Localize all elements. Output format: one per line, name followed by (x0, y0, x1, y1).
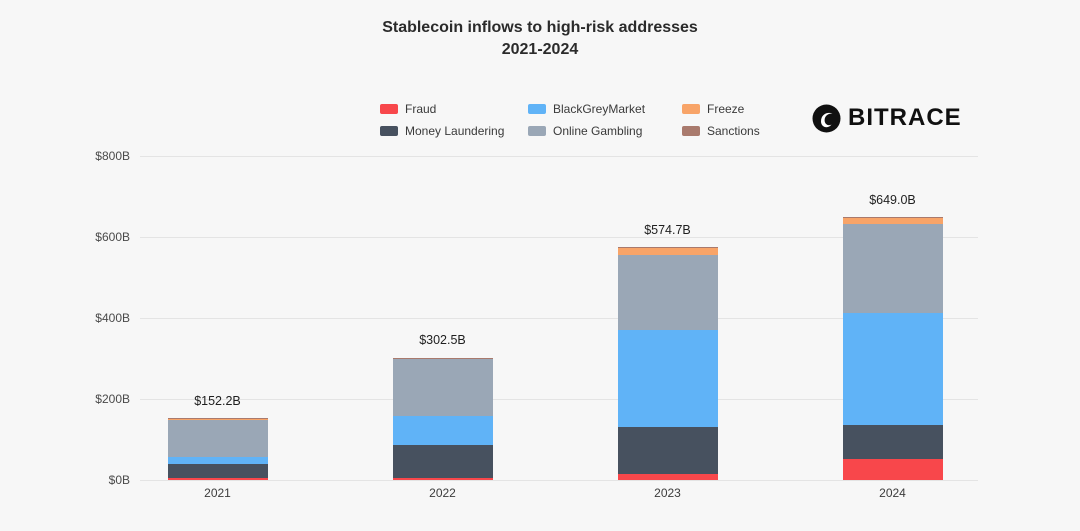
legend-label: Online Gambling (553, 124, 643, 138)
bitrace-logo: BITRACE (812, 103, 962, 133)
legend-item-blackgreymarket: BlackGreyMarket (528, 102, 682, 116)
legend-swatch (380, 126, 398, 136)
y-axis-tick-label: $600B (95, 230, 130, 244)
bar-segment-blackgreymarket (842, 313, 943, 425)
legend-label: Fraud (405, 102, 437, 116)
bitrace-logo-text: BITRACE (848, 104, 962, 131)
bar-total-label: $649.0B (869, 193, 916, 208)
chart-legend: Fraud Money Laundering BlackGreyMarket Onli… (380, 102, 760, 138)
legend-swatch (528, 104, 546, 114)
gridline (140, 480, 978, 481)
bar-segment-fraud (617, 473, 718, 480)
gridline (140, 318, 978, 319)
bar-segment-fraud (167, 478, 268, 480)
bar-segment-blackgreymarket (392, 415, 493, 445)
bar-segment-freeze (167, 418, 268, 420)
gridline (140, 156, 978, 157)
legend-item-freeze: Freeze (682, 102, 760, 116)
y-axis-tick-label: $800B (95, 149, 130, 163)
bar-segment-sanctions (842, 217, 943, 218)
bar-segment-freeze (842, 217, 943, 225)
x-axis-tick-label: 2021 (204, 486, 231, 500)
legend-item-sanctions: Sanctions (682, 124, 760, 138)
legend-swatch (380, 104, 398, 114)
gridline (140, 237, 978, 238)
legend-swatch (528, 126, 546, 136)
bar-segment-money-laundering (392, 444, 493, 478)
bar-segment-online-gambling (842, 224, 943, 314)
bar-segment-blackgreymarket (167, 456, 268, 465)
legend-swatch (682, 126, 700, 136)
y-axis-tick-label: $200B (95, 392, 130, 406)
legend-item-money-laundering: Money Laundering (380, 124, 528, 138)
x-axis-tick-label: 2023 (654, 486, 681, 500)
legend-label: BlackGreyMarket (553, 102, 646, 116)
gridline (140, 399, 978, 400)
bar-segment-online-gambling (167, 419, 268, 457)
legend-swatch (682, 104, 700, 114)
chart-title: Stablecoin inflows to high-risk addresse… (382, 19, 698, 36)
legend-label: Freeze (707, 102, 745, 116)
bar-2022 (392, 357, 493, 480)
bar-segment-fraud (392, 477, 493, 480)
bar-2024 (842, 217, 943, 480)
bar-total-label: $152.2B (194, 394, 241, 409)
y-axis-tick-label: $400B (95, 311, 130, 325)
bar-2021 (167, 418, 268, 480)
bar-segment-money-laundering (842, 424, 943, 459)
bar-segment-freeze (392, 357, 493, 359)
bar-segment-fraud (842, 458, 943, 480)
x-axis-tick-label: 2024 (879, 486, 906, 500)
bar-segment-money-laundering (167, 464, 268, 479)
bar-segment-online-gambling (392, 358, 493, 416)
bar-segment-blackgreymarket (617, 330, 718, 428)
bar-2023 (617, 247, 718, 480)
bar-segment-freeze (617, 247, 718, 256)
x-axis-tick-label: 2022 (429, 486, 456, 500)
chart-subtitle: 2021-2024 (501, 41, 579, 58)
legend-item-online-gambling: Online Gambling (528, 124, 682, 138)
bar-segment-money-laundering (617, 427, 718, 474)
bar-segment-sanctions (617, 247, 718, 248)
legend-label: Sanctions (707, 124, 760, 138)
legend-label: Money Laundering (405, 124, 505, 138)
bar-total-label: $574.7B (644, 223, 691, 238)
legend-item-fraud: Fraud (380, 102, 528, 116)
y-axis-tick-label: $0B (108, 473, 130, 487)
bar-segment-online-gambling (617, 255, 718, 331)
bar-total-label: $302.5B (419, 333, 466, 348)
bitrace-logo-icon (812, 104, 841, 133)
